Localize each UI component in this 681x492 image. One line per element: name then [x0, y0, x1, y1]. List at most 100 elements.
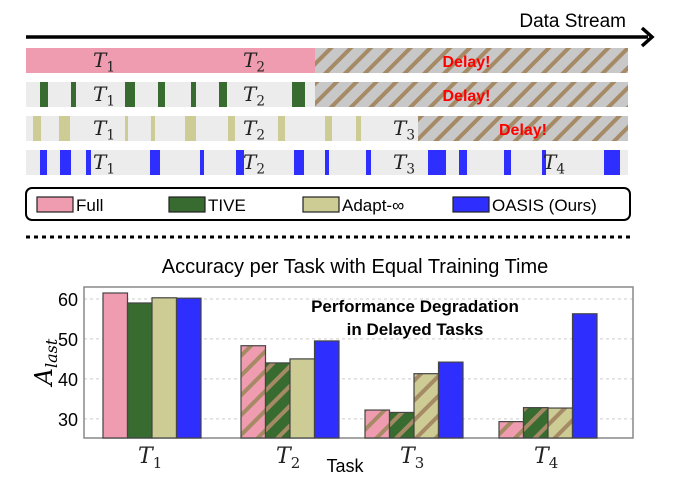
delay-label: Delay! [442, 54, 490, 71]
training-segment [366, 150, 371, 175]
x-tick-label: T3 [400, 444, 424, 472]
task-subscript: 1 [106, 127, 115, 143]
legend: Full TIVE Adapt-∞ OASIS (Ours) [25, 187, 631, 221]
task-letter: T [243, 48, 258, 72]
training-segment [325, 150, 329, 175]
training-segment [71, 82, 76, 107]
task-label: T1 [93, 116, 115, 143]
bar-t4-1 [522, 407, 549, 439]
y-tick-label: 60 [58, 290, 78, 310]
legend-swatch [452, 196, 490, 213]
y-axis-label: Alast [30, 338, 61, 387]
training-segment [150, 150, 160, 175]
task-label: T1 [93, 150, 115, 177]
task-letter: T [243, 150, 258, 174]
timeline-row-full: T1 T2 Delay! [26, 48, 628, 75]
task-label: T1 [93, 48, 115, 75]
task-letter: T [93, 150, 108, 174]
training-segment [40, 150, 47, 175]
task-label: T2 [243, 82, 265, 109]
delay-hatched-region [315, 48, 628, 73]
bar-t4-0 [498, 421, 525, 439]
training-segment [151, 116, 155, 141]
task-label: T3 [393, 116, 415, 143]
data-stream-label: Data Stream [519, 11, 626, 32]
ylabel-main: A [30, 368, 58, 387]
annotation-line-1: Performance Degradation [311, 297, 519, 316]
training-segment [60, 150, 71, 175]
bar-t1-0 [102, 292, 129, 439]
training-segment [200, 150, 204, 175]
task-letter: T [393, 150, 408, 174]
task-letter: T [393, 116, 408, 140]
x-tick-label: T1 [138, 444, 162, 472]
training-segment [294, 150, 304, 175]
task-letter: T [93, 116, 108, 140]
task-subscript: 2 [256, 93, 265, 109]
task-label: T1 [93, 82, 115, 109]
legend-swatch [302, 196, 340, 213]
training-segment [542, 150, 546, 175]
bar-t2-3 [313, 340, 340, 439]
training-segment [228, 116, 235, 141]
bar-t1-1 [126, 302, 153, 439]
bar-t1-2 [151, 297, 178, 439]
task-subscript: 2 [256, 161, 265, 177]
task-letter: T [534, 444, 551, 469]
legend-swatch [36, 196, 74, 213]
legend-label: Full [76, 196, 103, 215]
task-subscript: 1 [106, 161, 115, 177]
task-letter: T [243, 116, 258, 140]
bar-t2-0 [240, 345, 267, 439]
plot-frame [83, 286, 634, 439]
task-label: T3 [393, 150, 415, 177]
delay-hatched-region [418, 116, 628, 141]
bar-t4-2 [547, 407, 574, 439]
annotation-line-2: in Delayed Tasks [347, 320, 484, 339]
training-segment [59, 116, 70, 141]
stream-arrow-head-icon [640, 26, 655, 48]
task-letter: T [93, 82, 108, 106]
task-letter: T [243, 82, 258, 106]
bar-t2-1 [264, 362, 291, 439]
y-tick-label: 30 [58, 410, 78, 430]
training-segment [185, 116, 196, 141]
training-segment [219, 82, 227, 107]
y-tick-label: 50 [58, 330, 78, 350]
training-segment [236, 150, 244, 175]
training-segment [191, 82, 196, 107]
timeline-row-adapt-: T1 T2 T3 Delay! [26, 116, 628, 143]
task-letter: T [276, 444, 293, 469]
training-segment [125, 82, 135, 107]
training-segment [86, 150, 91, 175]
y-tick-label: 40 [58, 370, 78, 390]
legend-swatch [168, 196, 206, 213]
training-segment [504, 150, 511, 175]
training-segment [278, 116, 285, 141]
training-segment [33, 116, 41, 141]
task-subscript: 3 [415, 454, 425, 472]
task-subscript: 2 [256, 127, 265, 143]
bar-t1-3 [175, 297, 202, 439]
task-label: T2 [243, 116, 265, 143]
legend-label: TIVE [208, 196, 246, 215]
bar-t3-0 [364, 409, 391, 439]
row-background [26, 116, 418, 141]
bar-chart: Accuracy per Task with Equal Training Ti… [30, 256, 634, 476]
bar-t4-3 [571, 313, 598, 439]
task-label: T2 [243, 48, 265, 75]
ylabel-sub: last [42, 338, 61, 368]
bar-t3-1 [388, 411, 415, 439]
task-letter: T [138, 444, 155, 469]
task-subscript: 2 [256, 59, 265, 75]
training-segment [40, 82, 48, 107]
timeline-row-oasis-ours-: T1 T2 T3 T4 [26, 150, 628, 177]
bar-t3-2 [413, 373, 440, 439]
x-tick-label: T4 [534, 444, 558, 472]
bar-t2-2 [289, 358, 316, 439]
legend-label: OASIS (Ours) [492, 196, 597, 215]
task-letter: T [93, 48, 108, 72]
task-label: T2 [243, 150, 265, 177]
task-subscript: 4 [549, 454, 559, 472]
